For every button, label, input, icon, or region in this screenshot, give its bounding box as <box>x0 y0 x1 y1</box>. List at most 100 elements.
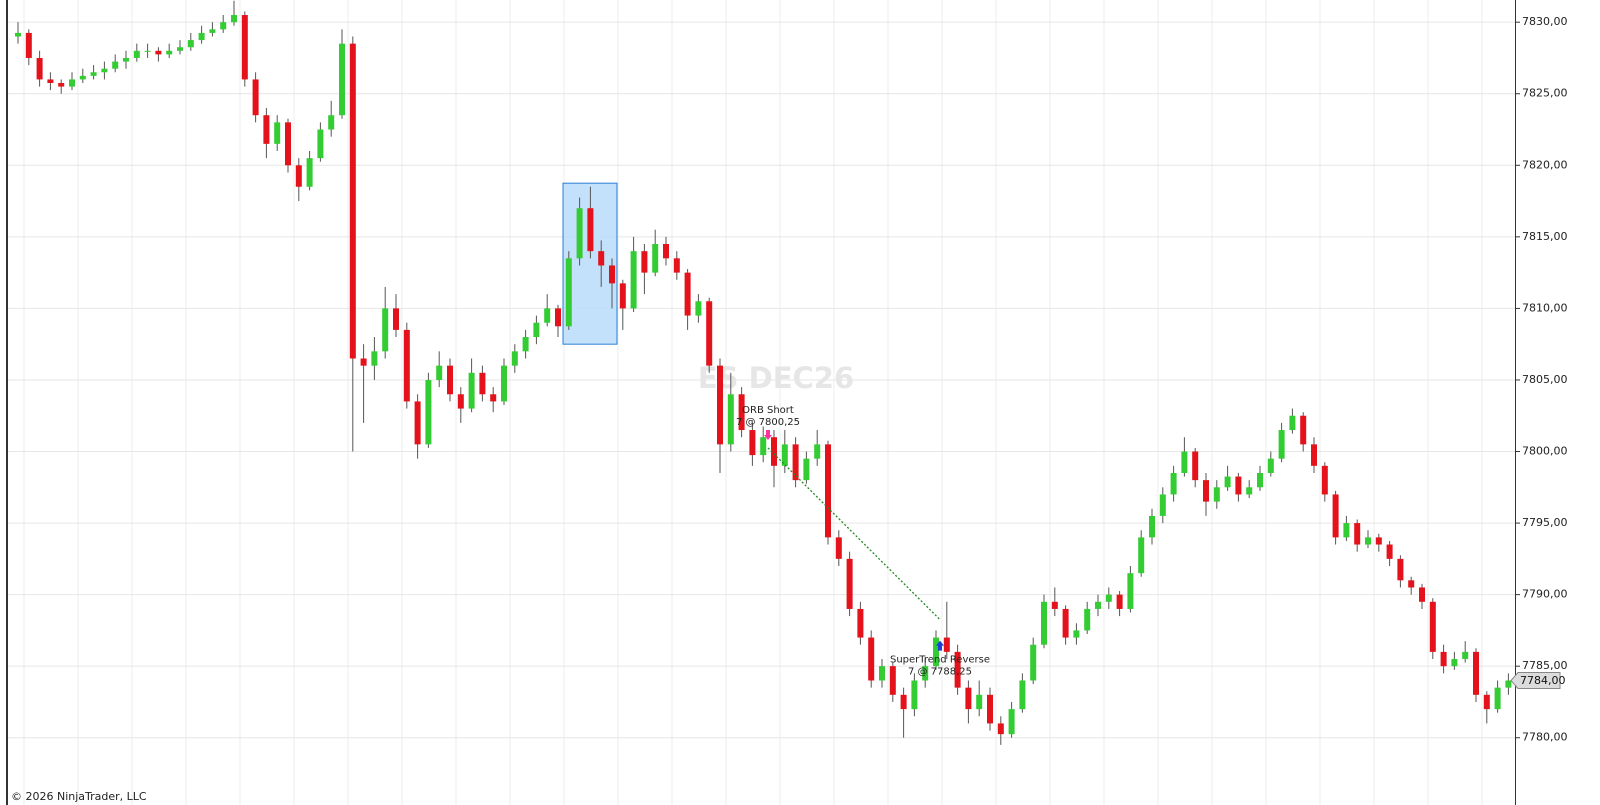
candle-body <box>803 458 810 481</box>
trade-name: SuperTrend Reverse <box>890 655 990 666</box>
candle-body <box>987 694 993 724</box>
candle-body <box>576 208 583 259</box>
candle-body <box>1224 476 1231 488</box>
candle-body <box>976 694 983 710</box>
candle-body <box>1105 594 1112 602</box>
candle-body <box>220 22 227 30</box>
candle-body <box>533 322 540 338</box>
candle-body <box>1246 487 1253 495</box>
y-tick-label: 7785,00 <box>1522 659 1568 672</box>
candle-body <box>619 283 626 309</box>
candle-body <box>425 379 432 445</box>
candle-body <box>673 258 680 273</box>
candle-body <box>371 351 378 366</box>
candle-body <box>954 651 961 688</box>
candle-body <box>749 430 756 456</box>
candle-body <box>79 75 86 80</box>
candle-body <box>468 372 475 409</box>
candle-body <box>641 251 648 273</box>
y-tick-label: 7815,00 <box>1522 230 1568 243</box>
candle-body <box>933 637 939 667</box>
y-tick-label: 7810,00 <box>1522 301 1568 314</box>
candle-body <box>943 637 950 652</box>
candle-body <box>1505 680 1512 688</box>
candle-body <box>1267 458 1274 473</box>
candle-body <box>15 32 21 37</box>
candle-body <box>1343 523 1350 538</box>
y-tick-label: 7800,00 <box>1522 445 1568 458</box>
candle-body <box>1386 544 1393 559</box>
candle-body <box>695 301 702 316</box>
candle-body <box>274 122 281 144</box>
candle-body <box>1375 537 1382 545</box>
candle-body <box>511 351 518 366</box>
candle-body <box>133 50 140 58</box>
candle-body <box>263 115 270 144</box>
candle-body <box>306 158 313 187</box>
candle-body <box>155 50 162 55</box>
candle-body <box>889 666 896 695</box>
candle-body <box>360 358 367 366</box>
candle-body <box>965 687 972 710</box>
candle-body <box>900 694 907 710</box>
candle-body <box>198 32 205 41</box>
candle-body <box>1030 644 1037 681</box>
candle-body <box>209 29 216 33</box>
candle-body <box>479 372 486 395</box>
candle-body <box>1192 451 1199 481</box>
candle-body <box>652 244 659 273</box>
candle-body <box>587 208 594 252</box>
y-tick-label: 7795,00 <box>1522 516 1568 529</box>
candle-body <box>1408 580 1415 588</box>
candle-body <box>501 365 507 402</box>
candle-body <box>868 637 875 681</box>
candle-body <box>317 129 324 159</box>
y-tick-label: 7790,00 <box>1522 588 1568 601</box>
candle-body <box>663 244 669 259</box>
candle-body <box>1397 558 1404 581</box>
candle-body <box>1278 430 1285 459</box>
candle-body <box>1159 494 1166 516</box>
candle-body <box>727 394 734 445</box>
candle-body <box>781 444 788 466</box>
candle-body <box>112 61 119 69</box>
candle-body <box>25 32 32 58</box>
y-tick-label: 7780,00 <box>1522 731 1568 744</box>
candle-body <box>58 83 65 87</box>
candle-body <box>285 122 291 166</box>
candle-body <box>1419 587 1425 602</box>
candle-body <box>1321 465 1328 495</box>
candle-body <box>144 50 151 52</box>
candle-body <box>382 308 389 352</box>
y-tick-label: 7825,00 <box>1522 87 1568 100</box>
candle-body <box>1203 480 1209 502</box>
trade-arrow <box>936 640 944 651</box>
candle-body <box>1181 451 1188 473</box>
copyright: © 2026 NinjaTrader, LLC <box>11 790 147 803</box>
last-price-label: 7784,00 <box>1520 674 1566 687</box>
candle-body <box>252 79 259 116</box>
candle-body <box>565 258 572 327</box>
candle-body <box>339 43 345 116</box>
candle-body <box>857 608 864 638</box>
candle-body <box>349 43 356 359</box>
candle-body <box>771 437 777 466</box>
candle-body <box>1084 608 1091 631</box>
candle-body <box>1235 476 1242 495</box>
candle-body <box>1062 608 1069 638</box>
candle-body <box>393 308 399 330</box>
candle-body <box>846 558 853 609</box>
candle-body <box>1311 444 1317 466</box>
candle-body <box>544 308 551 323</box>
candle-body <box>90 72 97 76</box>
candle-body <box>1462 651 1469 660</box>
candle-body <box>706 301 713 366</box>
candle-body <box>490 394 497 402</box>
candle-body <box>166 50 173 55</box>
trade-name: ORB Short <box>742 405 794 416</box>
candle-body <box>1008 709 1015 735</box>
candle-body <box>177 47 183 51</box>
